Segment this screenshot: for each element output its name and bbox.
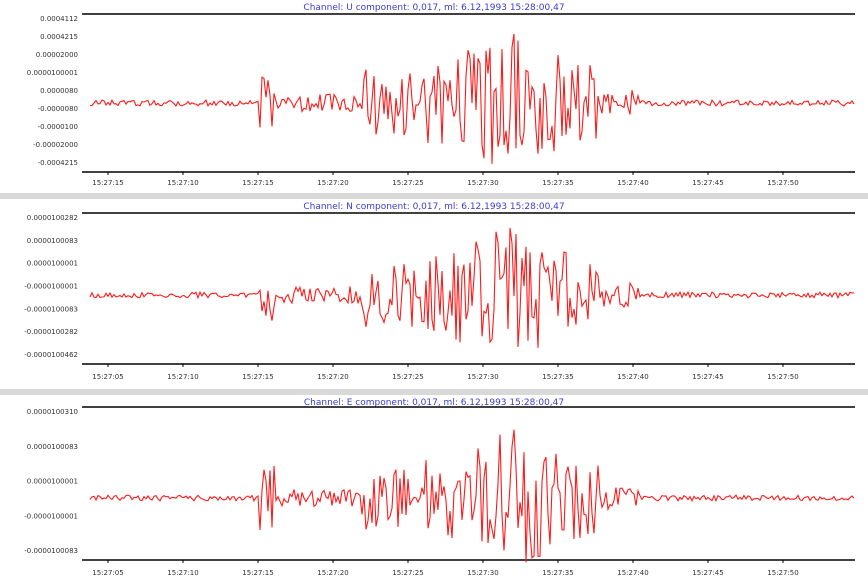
panel-2-chart: 0.0000100282 0.0000100083 0.0000100001 -0.0… [24,212,855,381]
x-tick-label: 15:27:10 [167,179,198,187]
seismic-trace [89,429,855,563]
x-tick-label: 15:27:50 [767,373,798,381]
x-tick-label: 15:27:15 [242,179,273,187]
panel-separator [0,193,868,199]
y-tick-label: -0.0000100083 [24,547,78,555]
x-tick-label: 15:27:15 [242,373,273,381]
x-tick-label: 15:27:50 [767,569,798,577]
y-tick-label: 0.0000100282 [27,214,78,222]
y-tick-label: -0.0000100001 [24,512,78,520]
y-tick-label: -0.00002000 [33,141,78,149]
y-tick-label: 0.0000100083 [27,237,78,245]
y-tick-label: 0.0000100001 [27,478,78,486]
x-tick-label: 15:27:10 [167,373,198,381]
panel-2-title: Channel: N component: 0,017, ml: 6.12,19… [303,202,565,212]
x-tick-label: 15:27:15 [242,569,273,577]
seismic-trace [89,33,855,164]
x-tick-label: 15:27:40 [617,569,648,577]
y-tick-label: -0.0000100001 [24,283,78,291]
panel-3-chart: 0.0000100310 0.0000100083 0.0000100001 -0.0… [24,406,855,577]
x-tick-label: 15:27:45 [692,373,723,381]
y-tick-label: -0.0000080 [38,105,78,113]
y-tick-label: -0.0000100282 [24,328,78,336]
y-tick-label: 0.0000080 [40,87,78,95]
y-tick-label: -0.0000100462 [24,351,78,359]
seismogram-panel-1: Channel: U component: 0,017, ml: 6.12,19… [0,0,868,193]
x-tick-label: 15:27:05 [92,569,123,577]
y-tick-label: 0.0004215 [40,33,78,41]
x-tick-label: 15:27:40 [617,373,648,381]
x-tick-label: 15:27:35 [542,179,573,187]
y-tick-label: 0.00002000 [36,51,78,59]
panel-1-chart: 0.0004112 0.0004215 0.00002000 0.0000100001… [27,13,855,187]
seismogram-panel-2: Channel: N component: 0,017, ml: 6.12,19… [0,199,868,389]
x-tick-label: 15:27:45 [692,569,723,577]
y-tick-label: 0.0000100083 [27,443,78,451]
x-tick-label: 15:27:05 [92,373,123,381]
x-tick-label: 15:27:25 [392,373,423,381]
x-tick-label: 15:27:20 [317,179,348,187]
x-tick-label: 15:27:40 [617,179,648,187]
y-tick-label: 0.0000100001 [27,260,78,268]
panel-1-title: Channel: U component: 0,017, ml: 6.12,19… [303,3,565,13]
y-tick-label: -0.0004215 [38,159,78,167]
panel-separator [0,389,868,395]
y-tick-label: -0.0000100083 [24,305,78,313]
x-tick-label: 15:27:25 [392,569,423,577]
seismogram-panel-3: Channel: E component: 0,017, ml: 6.12,19… [0,395,868,581]
seismic-trace [89,227,855,348]
x-tick-label: 15:27:20 [317,569,348,577]
y-tick-label: -0.0000100 [38,123,78,131]
x-tick-label: 15:27:25 [392,179,423,187]
y-tick-label: 0.0004112 [40,15,78,23]
x-tick-label: 15:27:20 [317,373,348,381]
x-tick-label: 15:27:10 [167,569,198,577]
x-tick-label: 15:27:45 [692,179,723,187]
x-tick-label: 15:27:50 [767,179,798,187]
y-tick-label: 0.0000100001 [27,69,78,77]
x-tick-label: 15:27:30 [467,179,498,187]
x-tick-label: 15:27:35 [542,569,573,577]
panel-3-title: Channel: E component: 0,017, ml: 6.12,19… [303,398,565,408]
x-tick-label: 15:27:15 [92,179,123,187]
x-tick-label: 15:27:30 [467,373,498,381]
x-tick-label: 15:27:35 [542,373,573,381]
y-tick-label: 0.0000100310 [27,408,78,416]
x-tick-label: 15:27:30 [467,569,498,577]
